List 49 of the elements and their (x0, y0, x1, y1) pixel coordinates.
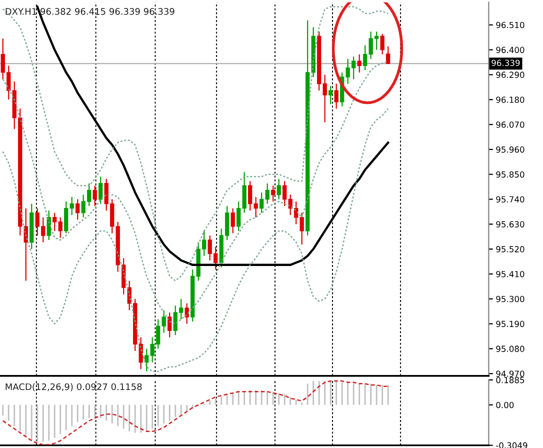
candlestick (334, 83, 338, 110)
y-tick-label: 96.290 (496, 72, 524, 78)
line-series (2, 380, 389, 446)
candlestick (236, 200, 241, 232)
candlestick (52, 212, 57, 232)
candlestick (98, 176, 103, 204)
y-tick-label: 96.510 (496, 22, 524, 28)
y-tick-label: 95.300 (496, 296, 524, 302)
candlestick (380, 33, 384, 55)
y-tick-label: 96.070 (496, 122, 524, 128)
y-tick-label: 95.080 (496, 346, 524, 352)
candlestick (276, 178, 281, 200)
candlestick (300, 212, 304, 246)
candlestick (271, 185, 276, 202)
y-tick-label: 95.520 (496, 246, 524, 252)
candlestick (363, 44, 368, 71)
candlestick (254, 196, 258, 218)
candlestick (58, 216, 62, 238)
y-tick-label: 96.400 (496, 46, 524, 54)
candlestick (386, 46, 390, 64)
candlestick (260, 192, 264, 214)
candlestick (162, 310, 166, 334)
candlestick (322, 74, 327, 123)
ref-line-label: 96.339 (492, 60, 520, 66)
candlestick (76, 198, 80, 220)
candlestick (328, 85, 333, 105)
candlestick (242, 172, 246, 214)
y-tick-label: 95.630 (496, 221, 524, 228)
line-series (2, 108, 389, 372)
y-tick-label: 95.960 (496, 146, 524, 153)
text: DXY.H1 96.382 96.415 96.339 96.339 (6, 8, 174, 15)
y-tick-label: 95.740 (496, 196, 524, 203)
candlestick (144, 348, 149, 372)
y-tick-label: 0.1885 (496, 376, 524, 384)
y-tick-label: 0.00 (496, 402, 514, 408)
candlestick (248, 180, 252, 212)
chart-title: MACD(12,26,9) 0.0927 0.1158 (6, 383, 142, 392)
candlestick (265, 182, 270, 204)
candlestick (70, 196, 74, 216)
y-tick-label: 96.180 (496, 96, 524, 103)
y-tick-label: 94.970 (496, 370, 524, 377)
candlestick (230, 208, 235, 234)
candlestick (168, 312, 172, 338)
y-tick-label: 95.410 (496, 270, 524, 278)
candlestick (282, 180, 287, 207)
candlestick (64, 200, 68, 234)
candlestick (357, 54, 362, 73)
y-tick-label: 95.850 (496, 171, 524, 178)
y-tick-label: 95.190 (496, 320, 524, 328)
